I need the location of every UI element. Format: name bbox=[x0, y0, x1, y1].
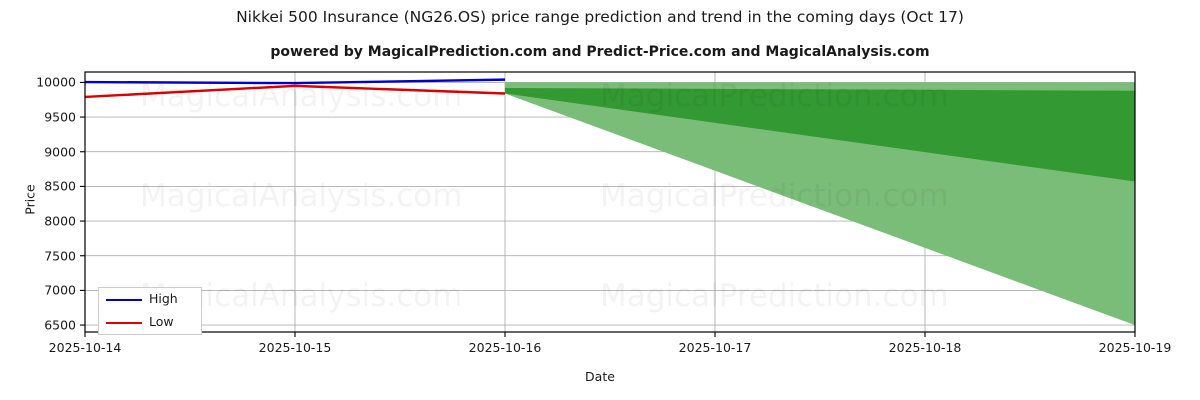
y-tick-label: 10000 bbox=[36, 74, 76, 90]
legend-label-high: High bbox=[149, 291, 178, 306]
y-tick-label: 7000 bbox=[44, 282, 76, 298]
y-tick-label: 9500 bbox=[44, 109, 76, 125]
y-tick-label: 8500 bbox=[44, 178, 76, 194]
y-tick-label: 8000 bbox=[44, 213, 76, 229]
chart-legend[interactable]: High Low bbox=[98, 287, 202, 335]
page-title: Nikkei 500 Insurance (NG26.OS) price ran… bbox=[236, 8, 964, 26]
x-tick-label: 2025-10-18 bbox=[888, 340, 962, 355]
x-tick-label: 2025-10-15 bbox=[258, 340, 332, 355]
chart-subtitle: powered by MagicalPrediction.com and Pre… bbox=[270, 44, 930, 60]
legend-label-low: Low bbox=[149, 314, 174, 329]
axis-frame bbox=[84, 71, 1136, 333]
y-tick-label: 9000 bbox=[44, 144, 76, 160]
legend-swatch-high bbox=[106, 299, 142, 301]
x-tick-label: 2025-10-14 bbox=[48, 340, 122, 355]
legend-swatch-low bbox=[106, 322, 142, 324]
x-tick-label: 2025-10-17 bbox=[678, 340, 752, 355]
x-tick-label: 2025-10-19 bbox=[1098, 340, 1172, 355]
x-tick-label: 2025-10-16 bbox=[468, 340, 542, 355]
y-tick-label: 7500 bbox=[44, 248, 76, 264]
legend-item-high[interactable]: High bbox=[99, 288, 203, 312]
series-line-high bbox=[84, 78, 506, 85]
legend-item-low[interactable]: Low bbox=[99, 311, 203, 335]
series-line-low bbox=[84, 84, 506, 99]
forecast-band-inner-range-forecast bbox=[505, 87, 1135, 182]
y-tick-label: 6500 bbox=[44, 317, 76, 333]
x-axis-label: Date bbox=[585, 369, 615, 384]
